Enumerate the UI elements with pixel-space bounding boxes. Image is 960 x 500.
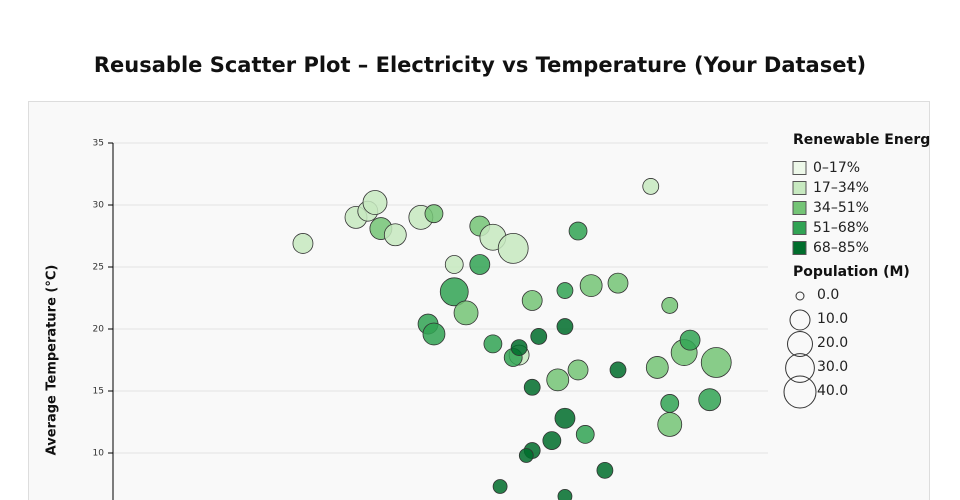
scatter-point	[575, 425, 595, 444]
size-legend-label: 10.0	[817, 311, 848, 327]
y-tick-label: 35	[93, 139, 104, 149]
legend-swatch	[792, 201, 807, 215]
scatter-point	[530, 328, 548, 345]
legend-label: 68–85%	[813, 240, 869, 256]
scatter-point	[483, 334, 503, 354]
scatter-point	[492, 479, 508, 494]
scatter-point	[362, 190, 388, 215]
legend-label: 51–68%	[813, 220, 869, 236]
legend-label: 34–51%	[813, 200, 869, 216]
y-tick-label: 25	[93, 263, 104, 273]
legend-title: Renewable Energ	[793, 132, 930, 148]
scatter-point	[554, 407, 576, 429]
size-legend-circle	[783, 375, 817, 409]
scatter-point	[518, 448, 534, 463]
scatter-point	[700, 347, 732, 378]
scatter-point	[579, 274, 603, 297]
scatter-point	[679, 329, 701, 351]
size-legend-circle	[789, 309, 811, 331]
scatter-point	[567, 359, 589, 381]
scatter-point	[444, 255, 464, 274]
scatter-point	[521, 290, 543, 311]
size-legend-circle	[787, 331, 813, 357]
scatter-point	[657, 412, 683, 437]
y-axis-label: Average Temperature (°C)	[45, 265, 60, 456]
scatter-point	[523, 378, 541, 396]
scatter-point	[568, 221, 588, 241]
y-tick-label: 30	[93, 201, 105, 211]
legend-swatch	[792, 181, 807, 195]
chart-panel	[28, 101, 930, 500]
scatter-point	[424, 204, 444, 224]
y-tick-label: 15	[93, 387, 104, 397]
scatter-point	[698, 388, 722, 412]
y-tick-label: 10	[93, 449, 105, 459]
scatter-point	[660, 394, 680, 413]
scatter-point	[439, 277, 469, 307]
scatter-point	[661, 297, 679, 314]
size-legend-label: 40.0	[817, 383, 848, 399]
scatter-point	[497, 233, 529, 264]
legend-label: 17–34%	[813, 180, 869, 196]
chart-title: Reusable Scatter Plot – Electricity vs T…	[94, 53, 866, 77]
y-tick-label: 20	[93, 325, 105, 335]
size-legend-circle	[785, 353, 815, 383]
scatter-point	[609, 361, 627, 379]
size-legend-label: 30.0	[817, 359, 848, 375]
scatter-point	[642, 178, 660, 195]
scatter-point	[607, 272, 629, 294]
scatter-point	[453, 300, 479, 326]
scatter-point	[596, 461, 614, 479]
scatter-point	[292, 233, 314, 254]
legend-swatch	[792, 221, 807, 235]
scatter-point	[510, 339, 528, 356]
legend-swatch	[792, 241, 807, 255]
scatter-point	[469, 254, 491, 275]
scatter-point	[645, 356, 669, 379]
scatter-point	[556, 282, 574, 299]
scatter-point	[557, 489, 573, 500]
scatter-point	[546, 368, 570, 392]
size-legend-circle	[795, 291, 805, 301]
scatter-point	[542, 431, 562, 450]
legend-title: Population (M)	[793, 264, 910, 280]
legend-swatch	[792, 161, 807, 175]
size-legend-label: 20.0	[817, 335, 848, 351]
size-legend-label: 0.0	[817, 287, 839, 303]
legend-label: 0–17%	[813, 160, 860, 176]
scatter-point	[556, 318, 574, 335]
scatter-point	[422, 322, 446, 346]
scatter-point	[383, 223, 407, 247]
